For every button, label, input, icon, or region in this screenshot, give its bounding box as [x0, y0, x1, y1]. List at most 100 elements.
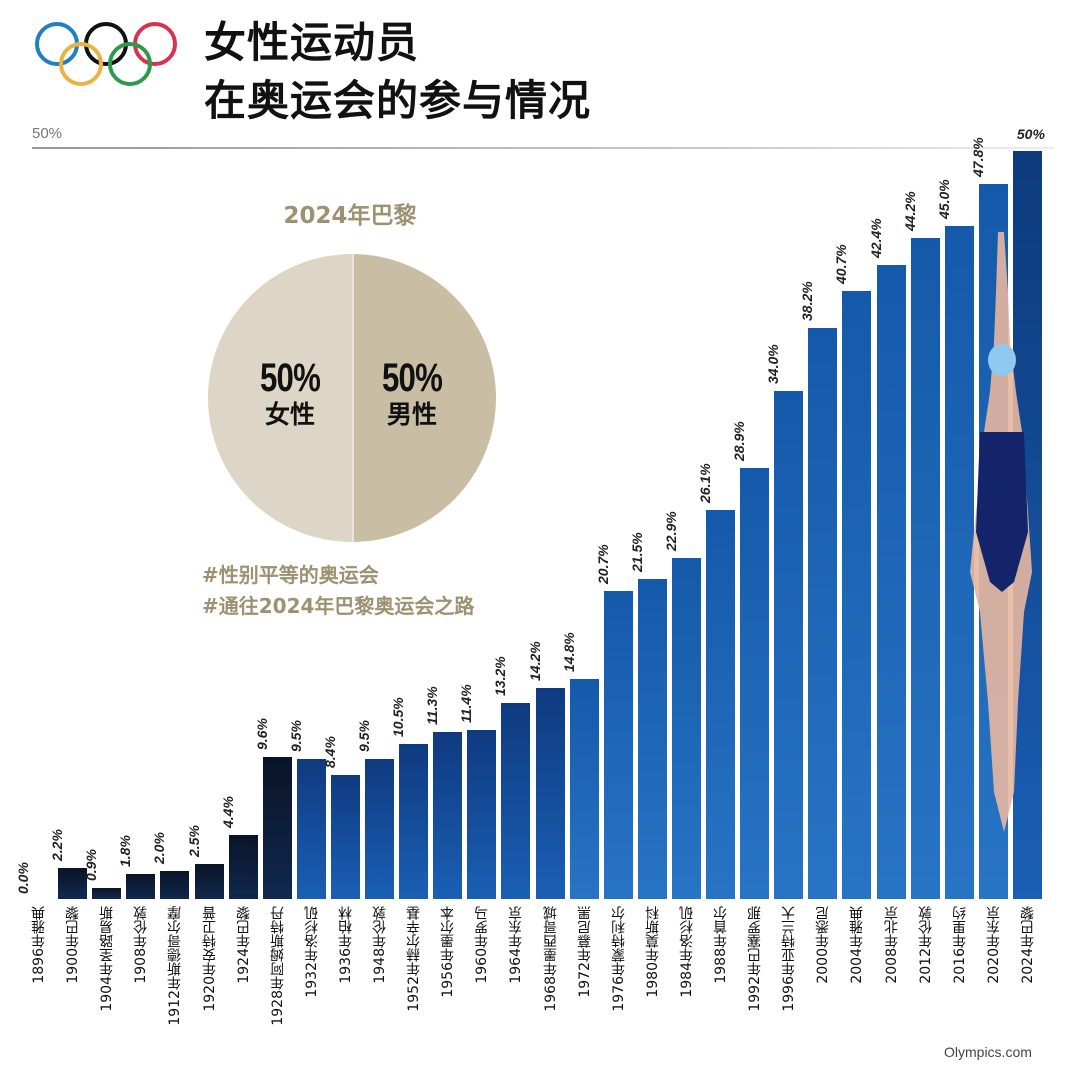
bar-value-label: 2.0% [151, 832, 168, 864]
bar [602, 589, 634, 900]
bar-value-label: 44.2% [901, 191, 918, 231]
x-axis-label: 2020年东京 [985, 906, 1002, 984]
x-axis-label: 1960年罗马 [474, 906, 491, 984]
bar-value-label: 26.1% [697, 462, 713, 503]
bar-value-label: 8.4% [321, 736, 338, 768]
x-axis-label: 1976年蒙特利尔 [610, 906, 627, 1012]
bar [193, 862, 225, 900]
bar [466, 729, 498, 900]
x-axis-label: 2012年伦敦 [917, 906, 934, 984]
reference-line-50 [32, 147, 1054, 149]
bar-value-label: 42.4% [867, 218, 884, 258]
hashtag-road-to-paris[interactable]: #通往2024年巴黎奥运会之路 [202, 594, 475, 618]
reference-line-label: 50% [32, 125, 63, 142]
x-axis-label: 1972年慕尼黑 [576, 906, 593, 998]
bar-value-label: 13.2% [492, 656, 509, 696]
bar [398, 742, 430, 900]
bar-value-label: 9.5% [287, 719, 304, 752]
bar-value-label: 20.7% [594, 543, 611, 584]
bar [705, 508, 736, 900]
title-line-1: 女性运动员 [204, 18, 420, 67]
x-axis-label: 1964年东京 [508, 906, 525, 984]
x-axis-label: 2016年里约 [951, 906, 968, 984]
bar [364, 757, 395, 900]
bar-value-label: 50% [1016, 126, 1045, 142]
x-axis-label: 2008年北京 [883, 906, 900, 984]
x-axis-label: 1932年洛杉矶 [303, 906, 320, 998]
pie-slice-female: 50% 女性 [240, 356, 340, 430]
x-axis-label: 1920年安特卫普 [201, 906, 218, 1012]
pie-slice-male: 50% 男性 [362, 356, 462, 430]
pie-title: 2024年巴黎 [283, 203, 417, 229]
bar-value-label: 14.8% [560, 632, 577, 672]
x-axis-label: 2004年雅典 [849, 906, 866, 984]
female-percent: 50% [259, 356, 321, 400]
bar [534, 687, 566, 900]
pie-divider [352, 254, 354, 542]
bar-value-label: 14.2% [526, 641, 543, 681]
olympic-rings-icon [35, 22, 177, 86]
male-percent: 50% [381, 356, 443, 400]
bar-value-label: 11.4% [458, 684, 475, 723]
bar [773, 390, 805, 900]
x-axis-label: 1904年圣路易斯 [99, 906, 116, 1012]
x-axis-label: 1900年巴黎 [65, 906, 82, 984]
bar-value-label: 0.0% [15, 862, 31, 894]
bar-value-label: 40.7% [833, 243, 850, 284]
bar [875, 264, 907, 900]
x-axis-label: 1992年巴塞罗那 [747, 906, 764, 1012]
bar-value-label: 45.0% [935, 179, 952, 219]
bar-value-label: 1.8% [117, 835, 134, 867]
bar [91, 886, 123, 900]
x-axis-label: 1936年柏林 [337, 906, 354, 984]
x-axis-label: 2024年巴黎 [1019, 906, 1036, 984]
x-axis-label: 1928年阿姆斯特丹 [269, 906, 286, 1026]
x-axis-label: 1912年斯德哥尔摩 [167, 906, 184, 1026]
bar-value-label: 2.2% [49, 829, 66, 861]
bar-value-label: 22.9% [662, 510, 679, 551]
bar [23, 900, 54, 902]
source-credit: Olympics.com [944, 1044, 1032, 1060]
bar [227, 834, 259, 900]
title-line-2: 在奥运会的参与情况 [204, 76, 592, 125]
male-label: 男性 [386, 400, 437, 429]
bar [807, 327, 839, 900]
x-axis-label: 1908年伦敦 [133, 906, 150, 984]
hashtags: #性别平等的奥运会 #通往2024年巴黎奥运会之路 [202, 560, 474, 622]
x-axis-label: 1952年赫尔辛基 [406, 906, 423, 1012]
bar-value-label: 38.2% [799, 281, 816, 321]
bar [125, 873, 157, 900]
page-title: 女性运动员 在奥运会的参与情况 [204, 14, 591, 130]
bar-value-label: 28.9% [731, 420, 748, 461]
bar-value-label: 4.4% [219, 796, 236, 828]
x-axis-label: 1948年伦敦 [372, 906, 388, 984]
bar-value-label: 21.5% [628, 531, 645, 572]
bar [568, 678, 600, 900]
x-axis-label: 1968年墨西哥城 [542, 906, 559, 1012]
bar-value-label: 34.0% [765, 344, 782, 384]
x-axis-label: 2000年悉尼 [815, 906, 832, 984]
bar [739, 466, 771, 900]
bar [500, 702, 532, 900]
bar-value-label: 0.9% [83, 848, 100, 881]
bar [909, 237, 941, 900]
bar [295, 757, 327, 900]
bar [57, 867, 89, 900]
bar [841, 289, 873, 900]
x-axis-label: 1988年首尔 [713, 906, 729, 984]
x-axis-label: 1980年莫斯科 [644, 906, 661, 998]
swimmer-photo [970, 232, 1032, 832]
x-axis-label: 1924年巴黎 [235, 906, 252, 984]
bar [432, 730, 464, 900]
bar-value-label: 11.3% [424, 685, 441, 725]
female-label: 女性 [264, 400, 315, 429]
hashtag-gender-equality[interactable]: #性别平等的奥运会 [202, 563, 379, 587]
bar-value-label: 10.5% [390, 696, 407, 737]
bar-value-label: 9.6% [253, 718, 270, 750]
bar [329, 774, 361, 900]
bar [261, 756, 293, 900]
x-axis-label: 1956年墨尔本 [440, 906, 457, 998]
bar-value-label: 2.5% [185, 824, 202, 857]
x-axis-label: 1896年雅典 [31, 906, 47, 984]
